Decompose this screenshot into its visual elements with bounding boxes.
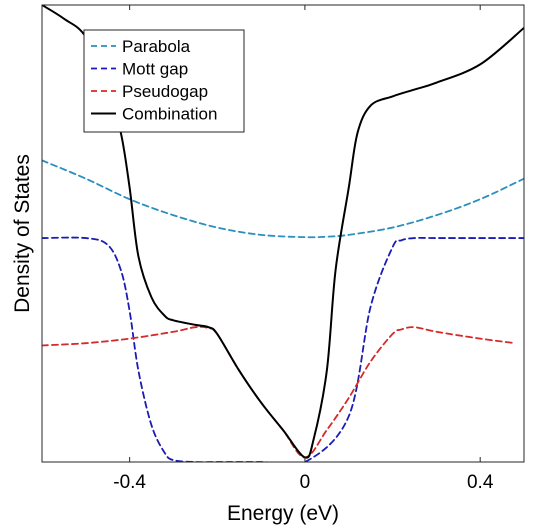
x-tick-label: 0	[300, 472, 311, 493]
series-line-combination	[42, 5, 524, 459]
legend-label: Pseudogap	[122, 82, 208, 101]
series-line-mott-gap	[42, 236, 524, 462]
legend-box	[83, 29, 245, 133]
legend: Parabola Mott gap Pseudogap Combination	[83, 29, 245, 133]
series-line-parabola	[42, 159, 524, 239]
legend-label: Mott gap	[122, 60, 188, 79]
x-ticks: -0.4 0 0.4	[113, 5, 494, 493]
legend-label: Parabola	[122, 37, 191, 56]
x-tick-label: -0.4	[113, 472, 146, 493]
plot-frame	[41, 4, 525, 463]
y-axis-label: Density of States	[11, 154, 34, 313]
series-line-pseudogap	[42, 326, 517, 459]
x-axis-label: Energy (eV)	[227, 502, 339, 525]
x-tick-label: 0.4	[467, 472, 494, 493]
series-layer	[42, 5, 524, 462]
legend-label: Combination	[122, 105, 217, 124]
